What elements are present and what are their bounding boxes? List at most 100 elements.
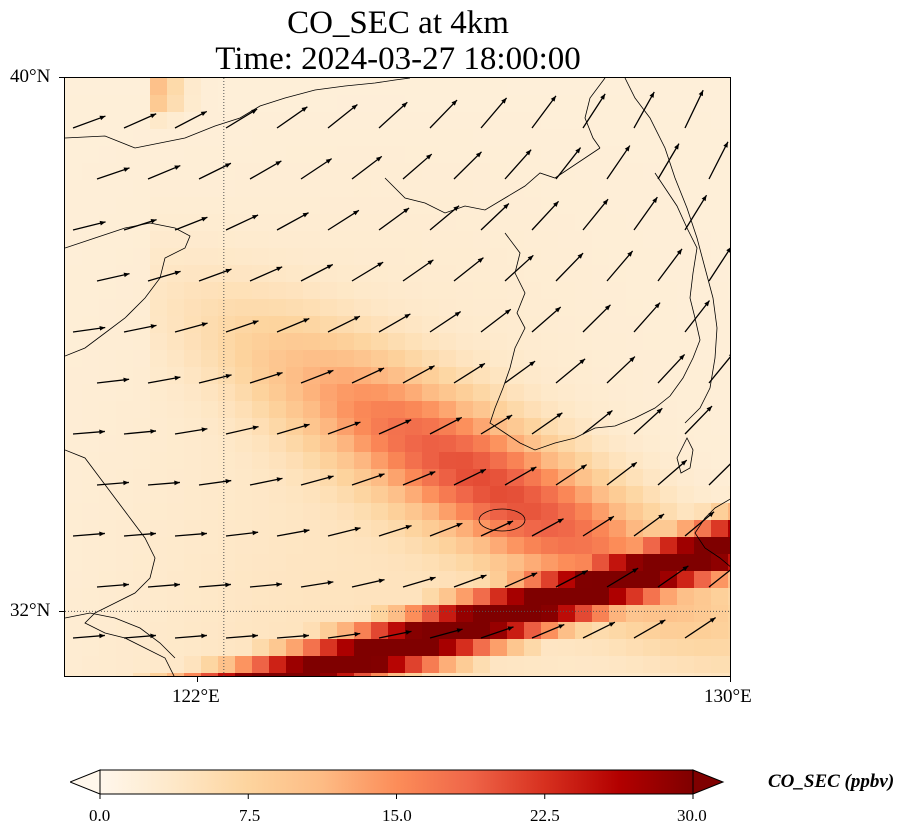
field-cell (218, 316, 236, 334)
field-cell (439, 639, 457, 657)
field-cell (388, 656, 406, 674)
wind-vector (531, 95, 557, 129)
field-cell (558, 673, 576, 676)
field-cell (133, 333, 151, 351)
field-cell (320, 571, 338, 589)
field-cell (388, 265, 406, 283)
field-cell (65, 214, 83, 232)
field-cell (728, 435, 730, 453)
field-cell (371, 333, 389, 351)
field-cell (371, 452, 389, 470)
field-cell (422, 435, 440, 453)
field-cell (116, 333, 134, 351)
field-cell (167, 367, 185, 385)
field-cell (524, 622, 542, 640)
field-cell (269, 282, 287, 300)
wind-vector (684, 617, 717, 639)
wind-vector (225, 214, 259, 231)
wind-vector (174, 531, 207, 537)
wind-vector (174, 633, 207, 639)
field-cell (286, 639, 304, 657)
field-cell (82, 299, 100, 317)
field-cell (303, 197, 321, 215)
field-cell (82, 503, 100, 521)
wind-vector (684, 89, 704, 129)
field-cell (728, 78, 730, 96)
field-cell (626, 265, 644, 283)
field-cell (82, 656, 100, 674)
field-cell (711, 656, 729, 674)
field-cell (473, 78, 491, 96)
field-cell (286, 146, 304, 164)
field-cell (116, 401, 134, 419)
field-cell (422, 350, 440, 368)
field-cell (439, 452, 457, 470)
field-cell (65, 486, 83, 504)
field-cell (439, 537, 457, 555)
field-cell (150, 350, 168, 368)
field-cell (303, 180, 321, 198)
field-cell (694, 112, 712, 130)
coastline-korea-east (584, 78, 718, 424)
field-cell (82, 367, 100, 385)
field-cell (337, 316, 355, 334)
field-cell (558, 248, 576, 266)
field-cell (286, 673, 304, 676)
field-cell (609, 146, 627, 164)
field-cell (541, 469, 559, 487)
field-cell (541, 197, 559, 215)
field-cell (201, 384, 219, 402)
field-cell (592, 180, 610, 198)
title-line-1: CO_SEC at 4km (287, 5, 509, 41)
field-cell (456, 350, 474, 368)
colorbar-extend-high (692, 769, 725, 795)
coastline-yangtze (65, 612, 176, 659)
field-cell (235, 282, 253, 300)
field-cell (456, 520, 474, 538)
lon-tick-130 (730, 677, 731, 682)
field-cell (235, 299, 253, 317)
field-cell (82, 333, 100, 351)
field-cell (371, 622, 389, 640)
field-cell (65, 163, 83, 181)
field-cell (116, 435, 134, 453)
wind-vector (429, 416, 463, 435)
field-cell (541, 384, 559, 402)
wind-vector (480, 308, 512, 333)
field-cell (575, 78, 593, 96)
field-cell (694, 656, 712, 674)
field-cell (116, 248, 134, 266)
field-cell (490, 163, 508, 181)
field-cell (354, 214, 372, 232)
field-cell (184, 197, 202, 215)
field-cell (558, 78, 576, 96)
field-cell (456, 639, 474, 657)
field-cell (694, 367, 712, 385)
field-cell (677, 333, 695, 351)
field-cell (592, 282, 610, 300)
field-cell (439, 78, 457, 96)
field-cell (286, 656, 304, 674)
field-cell (422, 605, 440, 623)
field-cell (728, 367, 730, 385)
field-cell (507, 605, 525, 623)
field-cell (660, 95, 678, 113)
wind-vector (606, 145, 631, 180)
field-cell (150, 571, 168, 589)
field-cell (626, 537, 644, 555)
field-cell (371, 112, 389, 130)
field-cell (286, 282, 304, 300)
field-cell (473, 163, 491, 181)
field-cell (371, 418, 389, 436)
field-cell (388, 231, 406, 249)
field-cell (371, 129, 389, 147)
field-cell (133, 656, 151, 674)
field-cell (490, 333, 508, 351)
wind-vector (378, 419, 412, 435)
field-cell (711, 537, 729, 555)
field-cell (626, 197, 644, 215)
field-cell (439, 435, 457, 453)
field-cell (728, 231, 730, 249)
field-cell (575, 554, 593, 572)
field-cell (405, 656, 423, 674)
